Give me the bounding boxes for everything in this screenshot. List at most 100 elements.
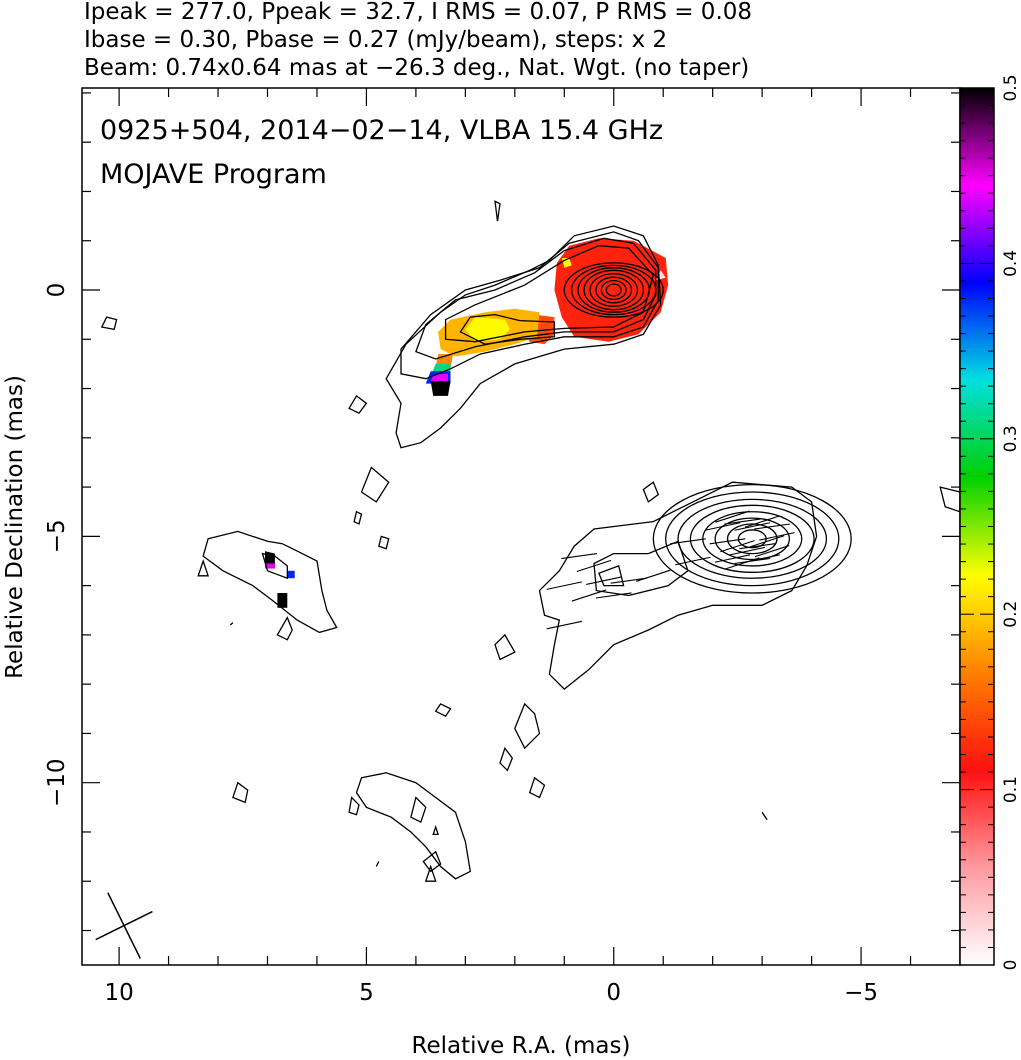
polarization-patch: [277, 593, 288, 608]
jet-contour: [593, 540, 689, 597]
polarization-tick: [576, 559, 612, 573]
polarization-tick: [744, 554, 780, 563]
x-axis-label: Relative R.A. (mas): [412, 1033, 631, 1059]
contour-island: [353, 510, 363, 525]
feature-contour: [355, 772, 472, 880]
jet-contour: [415, 237, 657, 360]
core-contour: [714, 517, 790, 561]
contour-island: [100, 316, 118, 331]
jet-contour: [459, 313, 556, 345]
core-contour: [652, 483, 852, 594]
polarization-tick: [561, 553, 598, 560]
colorbar-labels: 0 0.1 0.2 0.3 0.4 0.5: [1001, 74, 1021, 970]
colorbar-tick-label: 0.4: [1001, 250, 1021, 277]
polarization-tick: [675, 556, 711, 566]
panel-title-line-1: 0925+504, 2014−02−14, VLBA 15.4 GHz: [100, 115, 663, 146]
polarization-patch: [265, 563, 275, 569]
core-contour: [563, 262, 664, 318]
intensity-contours: [100, 200, 961, 882]
plot-frame: [81, 87, 961, 966]
feature-contour: [261, 552, 288, 580]
polarization-tick: [720, 540, 755, 553]
contour-island: [939, 486, 961, 513]
contour-island: [348, 394, 368, 415]
header-line-1: Ipeak = 277.0, Ppeak = 32.7, I RMS = 0.0…: [84, 0, 752, 25]
core-contour: [595, 276, 633, 304]
y-tick-label: −10: [44, 758, 70, 807]
polarization-vectors: [546, 510, 795, 630]
contour-island: [761, 811, 768, 821]
polarization-tick: [749, 535, 785, 548]
polarization-tick: [546, 581, 583, 590]
colorbar-tick-label: 0.5: [1001, 74, 1021, 101]
core-contour: [577, 267, 651, 313]
jet-contour: [598, 565, 625, 587]
header-line-2: Ibase = 0.30, Pbase = 0.27 (mJy/beam), s…: [84, 27, 667, 53]
polarization-tick: [595, 592, 632, 599]
polarization-tick: [744, 515, 780, 528]
contour-island: [276, 616, 293, 641]
polarization-tick: [715, 510, 750, 523]
polarization-tick: [754, 523, 790, 530]
contour-island: [375, 861, 380, 867]
x-tick-label: 0: [606, 980, 621, 1006]
polarization-patch: [465, 317, 510, 342]
axis-tick-labels: 10 5 0 −5 0 −5 −10: [44, 283, 878, 1006]
contour-island: [528, 776, 546, 799]
core-contour: [665, 491, 840, 587]
x-tick-label: −5: [844, 980, 878, 1006]
contour-island: [494, 633, 516, 661]
polarization-overlay: [265, 238, 669, 608]
axis-ticks: [82, 88, 960, 965]
jet-contour: [400, 231, 659, 380]
polarization-tick: [546, 620, 583, 630]
polarization-tick: [754, 545, 790, 558]
polarization-tick: [739, 543, 776, 550]
panel-title-line-2: MOJAVE Program: [100, 159, 327, 190]
core-contour: [600, 279, 627, 301]
polarization-patch: [287, 570, 295, 579]
polarization-tick: [636, 569, 671, 582]
colorbar-tick-label: 0.3: [1001, 425, 1021, 452]
contour-island: [378, 535, 390, 550]
polarization-patch: [430, 373, 448, 382]
feature-contour: [202, 530, 338, 634]
polarization-tick: [586, 576, 622, 585]
contour-island: [494, 200, 501, 222]
polarization-patch: [554, 238, 669, 342]
polarization-tick: [571, 589, 607, 602]
contour-island: [422, 850, 442, 873]
core-contour: [583, 269, 645, 311]
colorbar-tick-label: 0.2: [1001, 601, 1021, 628]
header-line-3: Beam: 0.74x0.64 mas at −26.3 deg., Nat. …: [84, 55, 749, 81]
polarization-tick: [759, 532, 795, 541]
contour-island: [432, 824, 439, 836]
contour-island: [232, 781, 249, 804]
polarization-tick: [724, 518, 761, 525]
core-contour: [677, 498, 828, 579]
colorbar-tick-label: 0.1: [1001, 776, 1021, 803]
contour-island: [434, 703, 452, 718]
core-contour: [689, 504, 815, 573]
beam-marker: [95, 892, 153, 959]
jet-contour: [538, 481, 818, 690]
core-contour: [726, 523, 778, 555]
core-contour: [589, 273, 639, 307]
x-tick-label: 10: [104, 980, 133, 1006]
colorbar-tick-label: 0: [1001, 960, 1021, 971]
polarization-tick: [709, 538, 746, 545]
polarization-tick: [704, 522, 741, 531]
polarization-tick: [734, 522, 770, 531]
core-contour: [605, 283, 622, 297]
contour-island: [229, 622, 234, 626]
contour-island: [424, 864, 437, 882]
beam-minor-axis: [95, 910, 153, 941]
contour-island: [348, 796, 360, 816]
core-contour: [571, 264, 657, 316]
polarization-patch: [430, 381, 451, 396]
y-tick-label: −5: [44, 519, 70, 553]
contour-island: [499, 746, 514, 772]
polarization-tick: [670, 538, 706, 545]
contour-island: [514, 702, 541, 750]
